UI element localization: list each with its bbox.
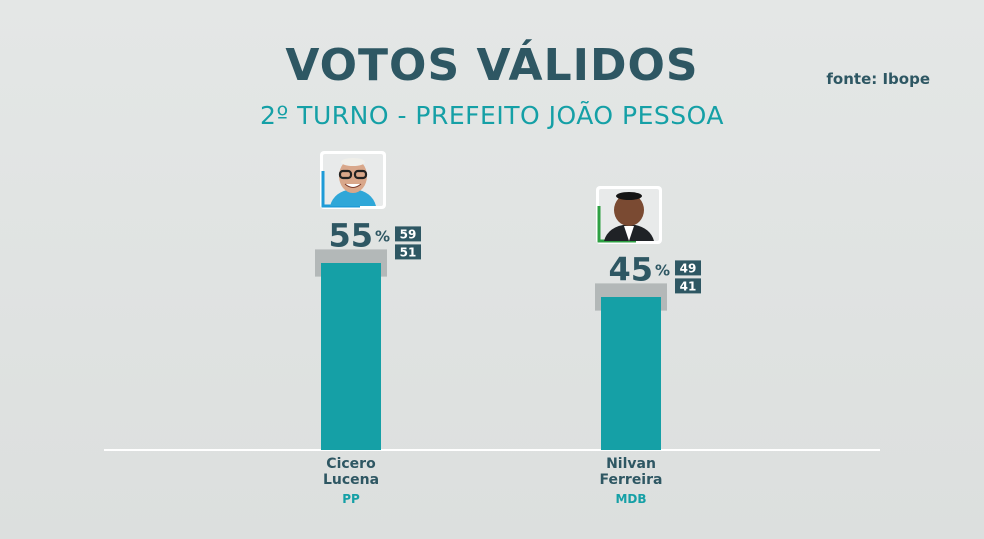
person-shirt: [330, 189, 376, 206]
candidate-last-name: Ferreira: [599, 472, 663, 488]
candidate-label-1: Cicero Lucena PP: [271, 456, 431, 507]
value-label: 55: [328, 216, 373, 254]
bar: [601, 297, 661, 450]
person-smile: [344, 183, 362, 188]
source-label: fonte: Ibope: [826, 70, 930, 88]
candidate-photo-2: [596, 186, 662, 244]
candidate-first-name: Nilvan: [606, 456, 656, 472]
chart-subtitle: 2º TURNO - PREFEITO JOÃO PESSOA: [260, 101, 724, 130]
glasses-right: [353, 169, 368, 180]
range-low-box: [395, 244, 421, 260]
candidate-photo-1: [320, 151, 386, 209]
person-shirt: [624, 226, 634, 241]
candidate-first-name: Cicero: [326, 456, 376, 472]
percent-sign: %: [655, 261, 670, 279]
value-label: 45: [608, 250, 653, 288]
range-low-label: 51: [400, 245, 417, 259]
candidate-last-name: Lucena: [322, 472, 380, 488]
range-low-box: [675, 278, 701, 294]
range-high-label: 59: [400, 227, 417, 241]
range-high-box: [395, 226, 421, 242]
candidate-party: PP: [342, 492, 360, 506]
person-hair: [616, 192, 642, 200]
person-hair: [341, 158, 365, 166]
chart-title: VOTOS VÁLIDOS: [285, 40, 699, 91]
candidate-party: MDB: [615, 492, 647, 506]
range-high-label: 49: [680, 261, 697, 275]
candidate-label-2: Nilvan Ferreira MDB: [551, 456, 711, 507]
range-high-box: [675, 260, 701, 276]
range-low-label: 41: [680, 279, 697, 293]
glasses-left: [338, 169, 353, 180]
percent-sign: %: [375, 227, 390, 245]
bar: [321, 263, 381, 450]
person-head: [614, 194, 644, 226]
